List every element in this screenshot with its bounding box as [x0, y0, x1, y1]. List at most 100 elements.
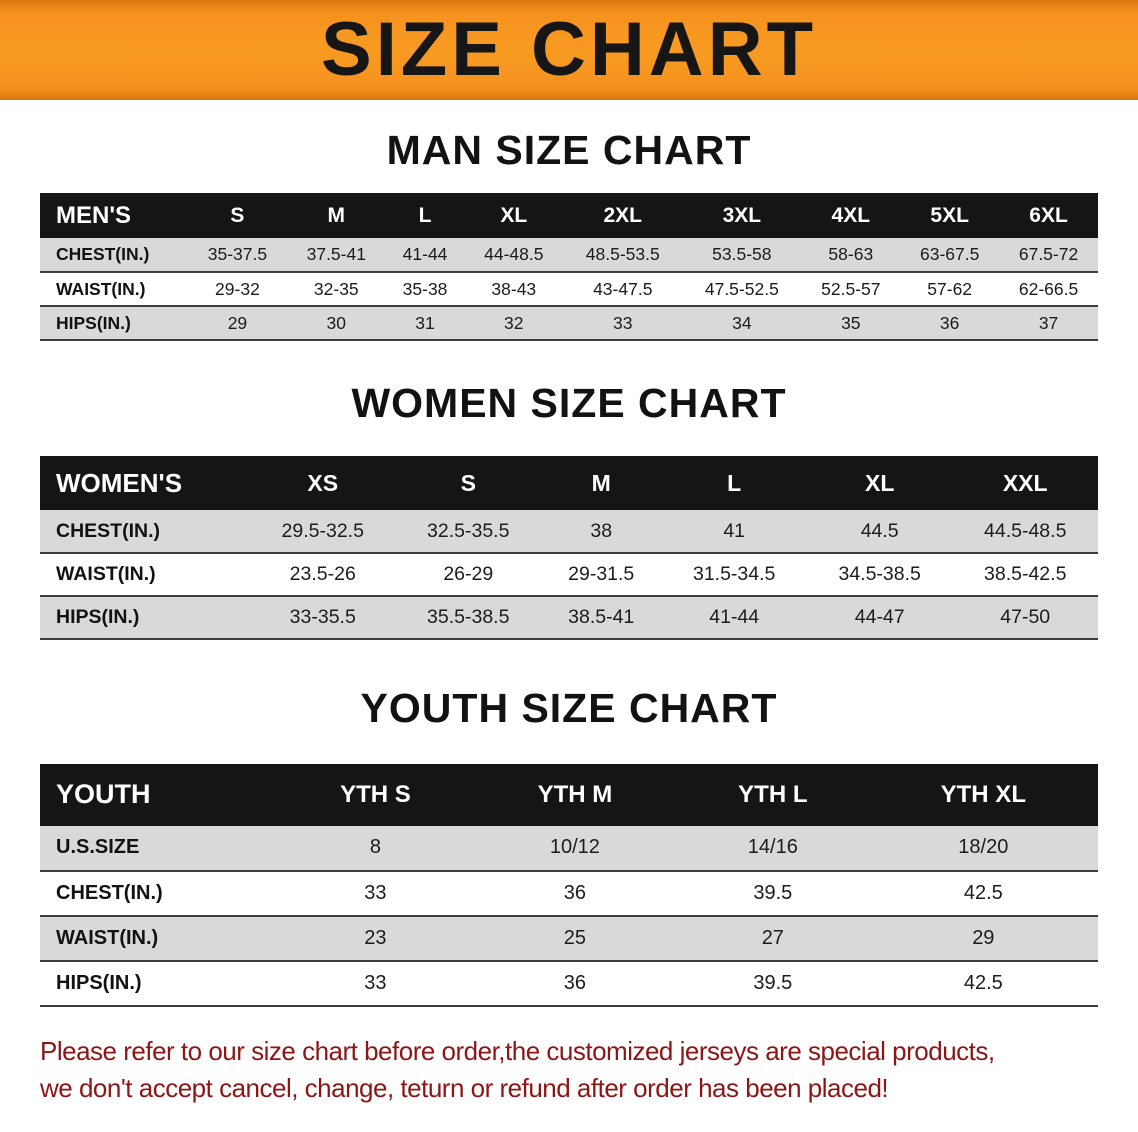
women-table-header-row: WOMEN'S XS S M L XL XXL — [40, 456, 1098, 511]
men-measurement-value: 63-67.5 — [900, 238, 1000, 274]
women-row-label: CHEST(IN.) — [40, 510, 250, 555]
women-size-column-header: XL — [806, 456, 953, 511]
youth-row-label: HIPS(IN.) — [40, 960, 278, 1007]
women-measurement-value: 26-29 — [395, 553, 541, 598]
youth-measurement-value: 27 — [677, 915, 869, 962]
men-size-column-header: 5XL — [900, 193, 1000, 239]
men-measurement-row: WAIST(IN.) 29-32 32-35 35-38 38-43 43-47.5 47.… — [40, 272, 1098, 308]
women-measurement-row: WAIST(IN.) 23.5-26 26-29 29-31.5 31.5-34.5 34… — [40, 553, 1098, 598]
women-measurement-value: 44.5-48.5 — [952, 510, 1098, 555]
men-size-column-header: 4XL — [801, 193, 901, 239]
youth-measurement-value: 18/20 — [868, 825, 1098, 872]
men-measurement-value: 58-63 — [801, 238, 901, 274]
men-size-chart-title: MAN SIZE CHART — [386, 127, 752, 173]
youth-measurement-value: 25 — [472, 915, 678, 962]
men-measurement-value: 29 — [188, 306, 287, 342]
women-size-column-header: L — [661, 456, 807, 511]
men-table-header-row: MEN'S S M L XL 2XL 3XL 4XL 5XL 6XL — [40, 193, 1098, 239]
disclaimer-line-1: Please refer to our size chart before or… — [40, 1035, 995, 1066]
youth-size-chart-section: YOUTH SIZE CHART YOUTH YTH S YTH M YTH L YTH … — [0, 640, 1138, 1007]
women-measurement-value: 23.5-26 — [250, 553, 396, 598]
women-size-column-header: XXL — [952, 456, 1098, 511]
youth-size-column-header: YTH XL — [868, 763, 1098, 826]
charts-container: MAN SIZE CHART MEN'S S M L XL 2XL 3XL 4XL 5XL 6XL C… — [0, 100, 1138, 1007]
title-banner: SIZE CHART — [0, 0, 1138, 100]
youth-measurement-value: 33 — [278, 870, 473, 917]
women-measurement-value: 29.5-32.5 — [250, 510, 396, 555]
men-measurement-value: 35-37.5 — [188, 238, 287, 274]
women-size-chart-section: WOMEN SIZE CHART WOMEN'S XS S M L XL XXL CHEST(I… — [0, 341, 1138, 641]
men-measurement-value: 36 — [900, 306, 1000, 342]
men-measurement-value: 47.5-52.5 — [682, 272, 802, 308]
youth-measurement-row: WAIST(IN.) 23 25 27 29 — [40, 915, 1098, 962]
youth-measurement-value: 29 — [868, 915, 1098, 962]
women-measurement-value: 44-47 — [806, 596, 953, 641]
women-measurement-value: 38.5-41 — [541, 596, 662, 641]
women-size-chart-title: WOMEN SIZE CHART — [351, 380, 787, 427]
youth-measurement-value: 39.5 — [677, 870, 869, 917]
women-measurement-value: 41-44 — [661, 596, 807, 641]
men-row-label: WAIST(IN.) — [40, 272, 188, 308]
women-measurement-value: 44.5 — [806, 510, 953, 555]
women-row-label: WAIST(IN.) — [40, 553, 250, 598]
youth-measurement-row: U.S.SIZE 8 10/12 14/16 18/20 — [40, 825, 1098, 872]
youth-size-column-header: YTH M — [472, 763, 678, 826]
youth-measurement-value: 23 — [278, 915, 473, 962]
youth-size-chart-title: YOUTH SIZE CHART — [360, 685, 778, 732]
youth-size-table: YOUTH YTH S YTH M YTH L YTH XL U.S.SIZE 8 10/12… — [40, 763, 1098, 1007]
page-title: SIZE CHART — [321, 7, 817, 92]
youth-table-corner-label: YOUTH — [40, 763, 278, 826]
men-size-chart-section: MAN SIZE CHART MEN'S S M L XL 2XL 3XL 4XL 5XL 6XL C… — [0, 100, 1138, 342]
men-measurement-row: HIPS(IN.) 29 30 31 32 33 34 35 36 37 — [40, 306, 1098, 342]
men-table-corner-label: MEN'S — [40, 193, 188, 239]
men-measurement-value: 44-48.5 — [464, 238, 564, 274]
men-measurement-value: 52.5-57 — [801, 272, 901, 308]
men-measurement-value: 29-32 — [188, 272, 287, 308]
youth-measurement-value: 42.5 — [868, 960, 1098, 1007]
men-measurement-value: 35 — [801, 306, 901, 342]
women-measurement-value: 29-31.5 — [541, 553, 662, 598]
youth-measurement-value: 39.5 — [677, 960, 869, 1007]
women-measurement-row: HIPS(IN.) 33-35.5 35.5-38.5 38.5-41 41-44 44-… — [40, 596, 1098, 641]
men-measurement-value: 48.5-53.5 — [563, 238, 683, 274]
men-size-column-header: S — [188, 193, 287, 239]
men-size-column-header: M — [286, 193, 386, 239]
women-table-corner-label: WOMEN'S — [40, 456, 250, 511]
men-size-column-header: L — [385, 193, 465, 239]
women-size-table: WOMEN'S XS S M L XL XXL CHEST(IN.) 29.5-32.5 32.5… — [40, 456, 1098, 641]
men-size-column-header: 6XL — [999, 193, 1098, 239]
youth-measurement-value: 33 — [278, 960, 473, 1007]
men-row-label: HIPS(IN.) — [40, 306, 188, 342]
youth-row-label: U.S.SIZE — [40, 825, 278, 872]
youth-measurement-row: CHEST(IN.) 33 36 39.5 42.5 — [40, 870, 1098, 917]
youth-row-label: WAIST(IN.) — [40, 915, 278, 962]
men-measurement-value: 53.5-58 — [682, 238, 802, 274]
disclaimer-line-2: we don't accept cancel, change, teturn o… — [40, 1073, 889, 1104]
men-measurement-value: 57-62 — [900, 272, 1000, 308]
youth-measurement-value: 14/16 — [677, 825, 869, 872]
youth-measurement-value: 42.5 — [868, 870, 1098, 917]
youth-table-header-row: YOUTH YTH S YTH M YTH L YTH XL — [40, 763, 1098, 826]
men-measurement-value: 32 — [464, 306, 564, 342]
disclaimer-notice: Please refer to our size chart before or… — [0, 1033, 1138, 1108]
men-measurement-value: 31 — [385, 306, 465, 342]
men-measurement-value: 33 — [563, 306, 683, 342]
women-size-column-header: S — [395, 456, 541, 511]
men-measurement-value: 37 — [999, 306, 1098, 342]
women-measurement-value: 38 — [541, 510, 662, 555]
men-measurement-value: 43-47.5 — [563, 272, 683, 308]
youth-measurement-value: 36 — [472, 870, 678, 917]
men-measurement-row: CHEST(IN.) 35-37.5 37.5-41 41-44 44-48.5 48.5… — [40, 238, 1098, 274]
men-measurement-value: 34 — [682, 306, 802, 342]
youth-measurement-value: 36 — [472, 960, 678, 1007]
men-measurement-value: 37.5-41 — [286, 238, 386, 274]
men-size-column-header: 2XL — [563, 193, 683, 239]
women-measurement-value: 34.5-38.5 — [806, 553, 953, 598]
men-row-label: CHEST(IN.) — [40, 238, 188, 274]
women-measurement-value: 33-35.5 — [250, 596, 396, 641]
men-measurement-value: 35-38 — [385, 272, 465, 308]
men-measurement-value: 41-44 — [385, 238, 465, 274]
women-measurement-value: 31.5-34.5 — [661, 553, 807, 598]
women-size-column-header: XS — [250, 456, 396, 511]
women-row-label: HIPS(IN.) — [40, 596, 250, 641]
